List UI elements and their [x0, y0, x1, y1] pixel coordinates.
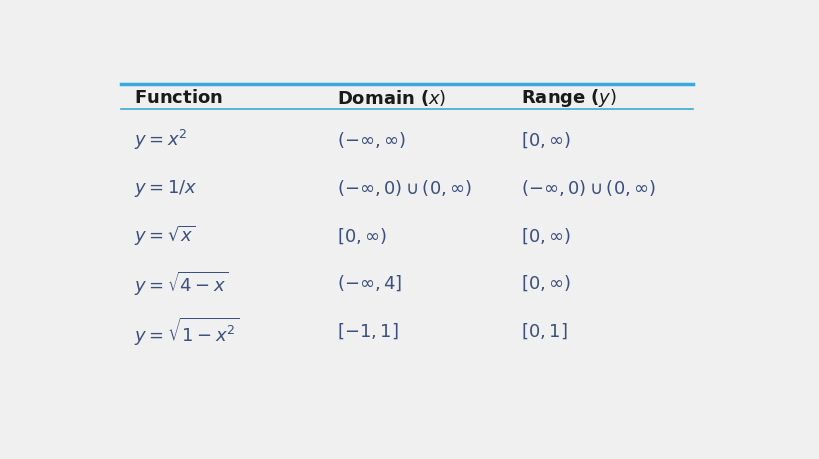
- Text: $(-\infty, 4]$: $(-\infty, 4]$: [337, 273, 402, 293]
- Text: $[0, \infty)$: $[0, \infty)$: [521, 273, 572, 293]
- Text: $y = \sqrt{x}$: $y = \sqrt{x}$: [134, 224, 196, 247]
- Text: $[0, 1]$: $[0, 1]$: [521, 321, 568, 341]
- Text: $[0, \infty)$: $[0, \infty)$: [521, 225, 572, 245]
- Text: $\bf{Domain}\ (\it{x})$: $\bf{Domain}\ (\it{x})$: [337, 88, 446, 107]
- Text: $[0, \infty)$: $[0, \infty)$: [337, 225, 387, 245]
- Text: $\bf{Function}$: $\bf{Function}$: [134, 89, 224, 106]
- Text: $[-1, 1]$: $[-1, 1]$: [337, 321, 399, 341]
- Text: $y = \sqrt{1 - x^2}$: $y = \sqrt{1 - x^2}$: [134, 315, 239, 347]
- Text: $y = \sqrt{4 - x}$: $y = \sqrt{4 - x}$: [134, 269, 229, 297]
- Text: $y = 1/x$: $y = 1/x$: [134, 177, 197, 198]
- Text: $(-\infty, \infty)$: $(-\infty, \infty)$: [337, 130, 406, 150]
- Text: $\bf{Range}\ (\it{y})$: $\bf{Range}\ (\it{y})$: [521, 86, 618, 108]
- Text: $(-\infty, 0) \cup (0, \infty)$: $(-\infty, 0) \cup (0, \infty)$: [521, 178, 657, 197]
- Text: $(-\infty, 0) \cup (0, \infty)$: $(-\infty, 0) \cup (0, \infty)$: [337, 178, 473, 197]
- Text: $[0, \infty)$: $[0, \infty)$: [521, 130, 572, 150]
- Text: $y = x^2$: $y = x^2$: [134, 128, 188, 152]
